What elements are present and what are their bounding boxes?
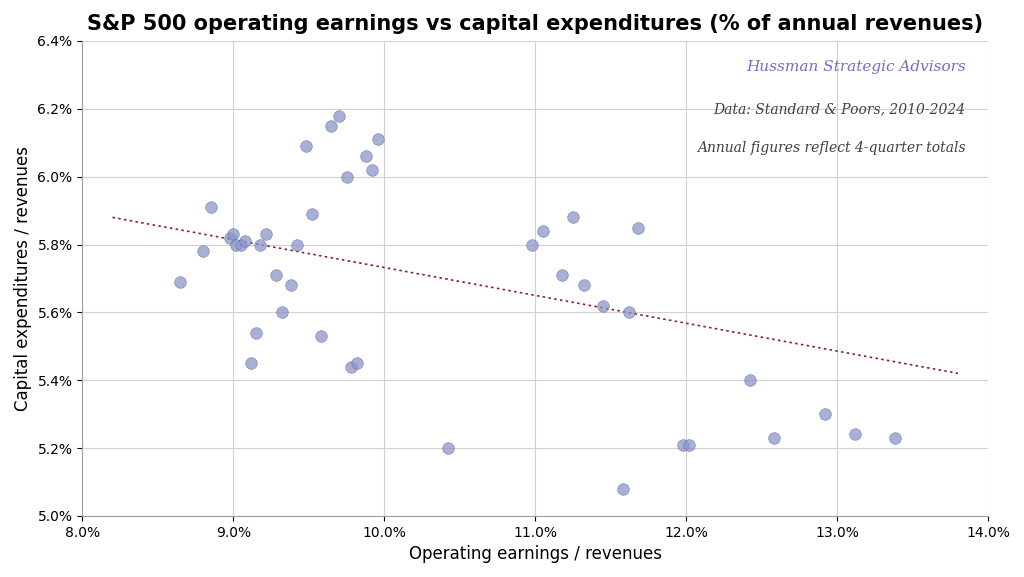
Point <box>621 308 637 317</box>
Point <box>222 233 239 242</box>
Point <box>741 376 758 385</box>
Text: Annual figures reflect 4-quarter totals: Annual figures reflect 4-quarter totals <box>697 141 966 155</box>
Point <box>248 328 264 338</box>
Point <box>258 230 274 239</box>
Point <box>364 165 380 174</box>
Y-axis label: Capital expenditures / revenues: Capital expenditures / revenues <box>14 146 32 411</box>
Point <box>439 443 456 452</box>
Point <box>817 410 834 419</box>
Point <box>524 240 541 249</box>
Point <box>349 358 366 368</box>
Point <box>766 433 782 443</box>
Point <box>595 301 611 310</box>
Point <box>172 277 188 286</box>
Point <box>238 237 254 246</box>
Point <box>358 152 375 161</box>
Point <box>343 362 359 371</box>
Point <box>289 240 305 249</box>
Title: S&P 500 operating earnings vs capital expenditures (% of annual revenues): S&P 500 operating earnings vs capital ex… <box>87 14 983 34</box>
Text: Data: Standard & Poors, 2010-2024: Data: Standard & Poors, 2010-2024 <box>714 103 966 117</box>
Point <box>331 111 347 120</box>
Point <box>554 271 570 280</box>
Point <box>675 440 691 449</box>
Point <box>298 141 314 151</box>
Text: Hussman Strategic Advisors: Hussman Strategic Advisors <box>745 60 966 74</box>
Point <box>575 280 592 290</box>
Point <box>681 440 697 449</box>
X-axis label: Operating earnings / revenues: Operating earnings / revenues <box>409 545 662 563</box>
Point <box>203 203 219 212</box>
Point <box>630 223 646 232</box>
Point <box>243 358 259 368</box>
Point <box>232 240 249 249</box>
Point <box>338 172 354 181</box>
Point <box>324 121 340 130</box>
Point <box>847 430 863 439</box>
Point <box>273 308 290 317</box>
Point <box>614 484 631 493</box>
Point <box>887 433 903 443</box>
Point <box>195 246 211 256</box>
Point <box>228 240 245 249</box>
Point <box>252 240 268 249</box>
Point <box>312 331 329 340</box>
Point <box>565 213 582 222</box>
Point <box>283 280 299 290</box>
Point <box>303 209 319 219</box>
Point <box>267 271 284 280</box>
Point <box>225 230 242 239</box>
Point <box>535 226 551 235</box>
Point <box>370 135 386 144</box>
